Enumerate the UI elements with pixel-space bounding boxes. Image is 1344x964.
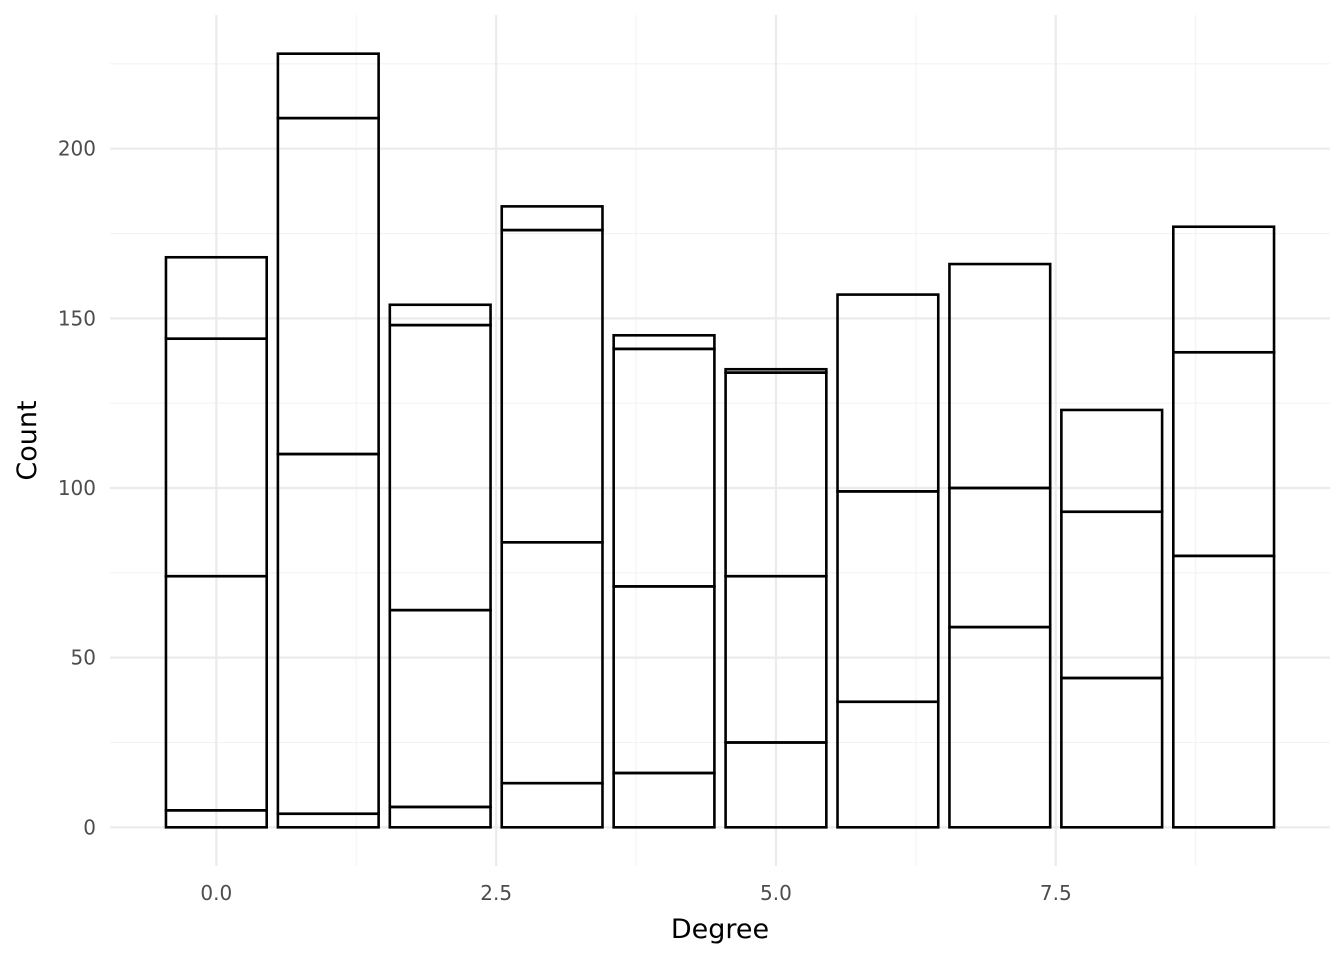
- bar-segment: [948, 262, 1052, 490]
- bar-segment: [500, 540, 604, 785]
- bar-segment: [612, 347, 716, 588]
- bar-segment: [836, 490, 940, 704]
- bar-stack: [1172, 225, 1276, 829]
- bar-segment: [500, 228, 604, 544]
- x-axis-ticks: 0.0 2.5 5.0 7.5: [200, 881, 1071, 905]
- y-tick-label: 0: [83, 815, 96, 839]
- bar-segment: [612, 334, 716, 351]
- bar-segment: [1060, 676, 1164, 829]
- x-tick-label: 0.0: [200, 881, 232, 905]
- bar-stack: [500, 205, 604, 829]
- bar-stack: [164, 255, 268, 829]
- y-axis-title: Count: [12, 400, 43, 480]
- bar-segment: [164, 255, 268, 341]
- x-tick-label: 7.5: [1040, 881, 1072, 905]
- bar-stack: [276, 52, 380, 829]
- bar-segment: [500, 781, 604, 829]
- bar-segment: [724, 367, 828, 374]
- bar-segment: [500, 205, 604, 232]
- y-tick-label: 100: [58, 476, 96, 500]
- bar-segment: [388, 323, 492, 612]
- bar-segment: [836, 293, 940, 493]
- bar-segment: [388, 608, 492, 809]
- bar-stack: [388, 303, 492, 829]
- x-tick-label: 5.0: [760, 881, 792, 905]
- y-axis-ticks: 0 50 100 150 200: [58, 137, 96, 840]
- bar-segment: [612, 771, 716, 829]
- bar-segment: [276, 812, 380, 829]
- bar-segment: [1172, 225, 1276, 354]
- bar-stack: [612, 334, 716, 829]
- bar-segment: [836, 700, 940, 829]
- bar-segment: [948, 486, 1052, 629]
- bar-segment: [1172, 554, 1276, 829]
- y-tick-label: 200: [58, 137, 96, 161]
- bars: [164, 52, 1276, 829]
- bar-segment: [276, 452, 380, 816]
- x-axis-title: Degree: [671, 914, 769, 945]
- bar-segment: [1060, 510, 1164, 680]
- bar-stack: [836, 293, 940, 829]
- bar-stack: [724, 367, 828, 829]
- bar-segment: [612, 585, 716, 775]
- bar-segment: [1172, 350, 1276, 558]
- y-tick-label: 50: [71, 646, 96, 670]
- grid-lines: [110, 15, 1330, 866]
- x-tick-label: 2.5: [480, 881, 512, 905]
- bar-segment: [388, 805, 492, 829]
- bar-stack: [948, 262, 1052, 829]
- bar-segment: [388, 303, 492, 327]
- bar-segment: [1060, 408, 1164, 514]
- y-tick-label: 150: [58, 306, 96, 330]
- bar-segment: [276, 52, 380, 120]
- bar-stack: [1060, 408, 1164, 829]
